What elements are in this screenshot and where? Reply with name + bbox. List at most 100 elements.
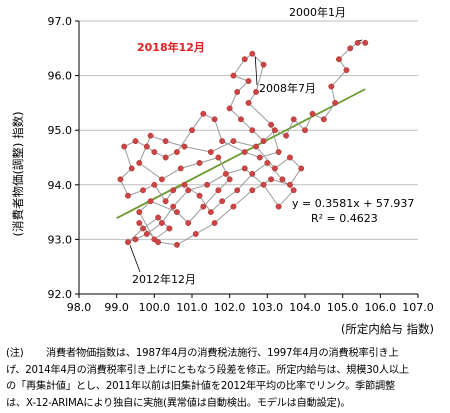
data-point xyxy=(166,225,173,232)
data-point xyxy=(249,170,256,177)
footnote: (注) 消費者物価指数は、1987年4月の消費税法施行、1997年4月の消費税率引… xyxy=(6,346,446,412)
series-points-layer xyxy=(117,39,369,248)
data-point xyxy=(200,110,207,117)
annotation-arrow xyxy=(254,56,258,86)
data-point xyxy=(230,203,237,210)
data-point xyxy=(211,116,218,123)
data-point xyxy=(219,198,226,205)
x-tick-label: 98.0 xyxy=(67,301,92,314)
data-point xyxy=(215,154,222,161)
data-point xyxy=(185,187,192,194)
data-point xyxy=(132,138,139,145)
data-point xyxy=(253,89,259,95)
series-line xyxy=(119,42,366,246)
data-point xyxy=(136,220,143,226)
data-point xyxy=(271,127,278,134)
data-point xyxy=(162,138,169,145)
data-point xyxy=(249,187,256,194)
annotation-label: 2000年1月 xyxy=(289,5,346,19)
data-point xyxy=(245,78,252,85)
footnote-line-1: (注) 消費者物価指数は、1987年4月の消費税法施行、1997年4月の消費税率引… xyxy=(6,346,446,363)
data-point xyxy=(162,198,169,205)
data-point xyxy=(238,116,244,123)
x-axis-label: (所定内給与 指数) xyxy=(341,322,434,336)
x-tick-label: 106.0 xyxy=(365,301,397,314)
data-point xyxy=(298,165,305,172)
data-point xyxy=(170,187,177,194)
axes xyxy=(75,20,419,298)
data-point xyxy=(332,99,339,106)
data-point xyxy=(264,160,271,166)
data-point xyxy=(241,149,248,155)
data-point xyxy=(286,181,293,188)
data-point xyxy=(207,149,214,155)
data-point xyxy=(275,149,282,155)
data-point xyxy=(207,209,214,216)
y-tick-label: 94.0 xyxy=(48,179,73,192)
data-point xyxy=(309,110,316,117)
r-squared-label: R² = 0.4623 xyxy=(311,212,378,225)
data-point xyxy=(117,176,124,183)
x-tick-label: 107.0 xyxy=(402,301,434,314)
data-point xyxy=(155,214,162,221)
data-point xyxy=(245,99,252,106)
data-point xyxy=(354,39,361,46)
data-point xyxy=(147,132,154,139)
data-point xyxy=(147,198,154,205)
data-point xyxy=(283,132,290,139)
data-point xyxy=(204,181,211,188)
annotation-label: 2018年12月 xyxy=(137,40,205,54)
data-point xyxy=(173,241,180,248)
x-tick-label: 100.0 xyxy=(139,301,171,314)
data-point xyxy=(170,203,177,210)
data-point xyxy=(268,121,275,128)
data-point xyxy=(249,127,256,134)
annotations-layer: 2000年1月 2018年12月 2008年7月 2012年12月 xyxy=(129,5,363,286)
data-point xyxy=(253,143,259,150)
data-point xyxy=(173,209,180,216)
data-point xyxy=(158,176,165,183)
annotation-arrow xyxy=(129,244,141,273)
data-point xyxy=(140,187,146,194)
gridlines xyxy=(79,20,418,295)
x-tick-label: 104.0 xyxy=(289,301,321,314)
data-point xyxy=(121,143,128,150)
y-tick-label: 96.0 xyxy=(48,70,73,83)
tick-labels: 92.0 93.0 94.0 95.0 96.0 97.0 98.0 99.0 100.0 101… xyxy=(48,15,434,314)
footnote-line-4: は、X-12-ARIMAにより独自に実施(異常値は自動検出。モデルは自動設定)。 xyxy=(6,397,351,409)
data-point xyxy=(181,181,188,188)
data-point xyxy=(256,154,263,161)
data-point xyxy=(328,83,335,90)
data-point xyxy=(196,192,203,199)
data-point xyxy=(260,138,267,145)
data-point xyxy=(290,116,297,123)
data-point xyxy=(230,138,237,145)
data-point xyxy=(335,56,342,63)
data-point xyxy=(260,61,267,68)
data-point xyxy=(196,160,203,166)
data-point xyxy=(192,230,199,237)
data-point xyxy=(143,143,150,150)
data-point xyxy=(162,154,169,161)
data-point xyxy=(362,39,369,46)
data-point xyxy=(128,165,135,172)
data-point xyxy=(268,176,275,183)
data-point xyxy=(234,187,241,194)
footnote-header: (注) xyxy=(6,348,24,359)
data-point xyxy=(241,56,248,63)
data-point xyxy=(143,230,150,237)
data-point xyxy=(260,181,267,188)
data-point xyxy=(177,165,184,172)
x-tick-label: 99.0 xyxy=(104,301,129,314)
trendline-equation: y = 0.3581x + 57.937 xyxy=(292,197,414,210)
data-point xyxy=(347,45,354,52)
data-point xyxy=(226,105,233,112)
data-point xyxy=(151,149,158,155)
data-point xyxy=(219,138,226,145)
y-tick-label: 95.0 xyxy=(48,124,73,137)
series-path-layer xyxy=(119,42,366,246)
data-point xyxy=(200,203,207,210)
data-point xyxy=(185,220,192,226)
y-axis-label: (消費者物価(調整) 指数) xyxy=(11,111,25,236)
y-tick-label: 97.0 xyxy=(48,15,73,28)
